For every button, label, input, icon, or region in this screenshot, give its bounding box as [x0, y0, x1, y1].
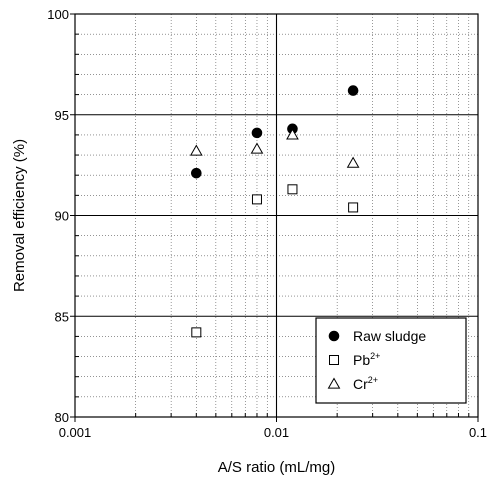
y-tick-label: 95 [55, 108, 69, 123]
legend-label: Pb2+ [353, 351, 380, 368]
legend-marker [329, 355, 339, 365]
data-point [191, 327, 202, 338]
legend-box [315, 317, 467, 404]
data-points [189, 85, 360, 338]
tick-labels: 0.001 0.01 0.1 80 85 90 95 100 [47, 7, 487, 440]
legend-marker [327, 377, 341, 389]
y-tick-label: 100 [47, 7, 69, 22]
x-tick-label: 0.01 [264, 425, 289, 440]
y-tick-label: 80 [55, 410, 69, 425]
data-point [191, 167, 202, 179]
data-point [346, 156, 360, 168]
y-tick-label: 90 [55, 209, 69, 224]
data-point [347, 85, 359, 96]
legend-label: Raw sludge [353, 328, 426, 344]
data-point [251, 127, 263, 139]
data-point [189, 144, 203, 156]
y-tick-label: 85 [55, 309, 69, 324]
grid-lines [75, 14, 478, 417]
x-tick-label: 0.001 [59, 425, 92, 440]
axis-ticks [70, 13, 479, 422]
data-point [251, 194, 262, 205]
legend-label: Cr2+ [353, 375, 378, 392]
x-axis-title: A/S ratio (mL/mg) [218, 459, 336, 476]
data-point [287, 184, 298, 195]
x-tick-label: 0.1 [469, 425, 487, 440]
data-point [348, 202, 359, 213]
legend: Raw sludge Pb2+ Cr2+ [315, 317, 467, 404]
y-axis-title: Removal efficiency (%) [11, 139, 28, 292]
data-point [250, 142, 264, 154]
data-point [286, 128, 299, 140]
legend-marker [328, 330, 340, 342]
